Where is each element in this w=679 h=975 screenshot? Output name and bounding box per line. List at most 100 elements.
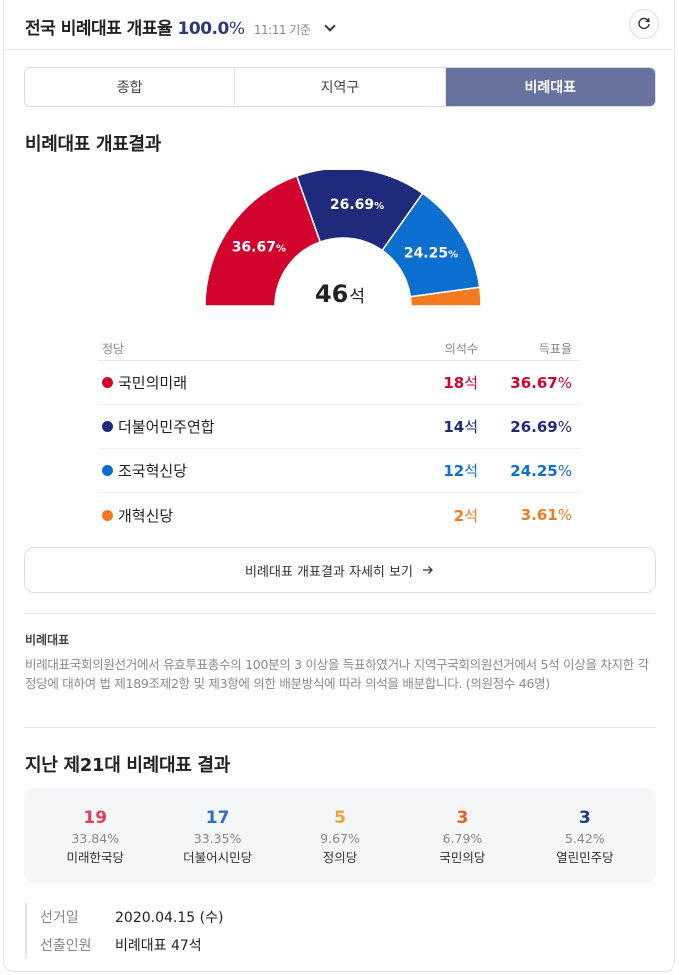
- vote-cell: 24.25%: [478, 462, 580, 480]
- past-party-name: 정의당: [322, 850, 358, 865]
- table-row: 개혁신당 2석 3.61%: [98, 493, 580, 537]
- election-date-label: 선거일: [40, 910, 79, 926]
- view-details-button[interactable]: 비례대표 개표결과 자세히 보기: [24, 547, 656, 593]
- party-color-dot: [102, 377, 113, 388]
- view-details-label: 비례대표 개표결과 자세히 보기: [245, 564, 413, 580]
- vote-cell: 3.61%: [478, 506, 580, 524]
- seat-cell: 2석: [398, 505, 478, 526]
- vote-rate: 26.69: [510, 417, 558, 436]
- past-result-title: 지난 제21대 비례대표 결과: [25, 755, 230, 776]
- seat-slice-1: [204, 175, 322, 307]
- total-seats-unit: 석: [349, 287, 366, 307]
- header-title[interactable]: 전국 비례대표 개표율 100.0% 11:11 기준: [25, 14, 336, 39]
- table-row: 조국혁신당 12석 24.25%: [98, 449, 580, 493]
- past-party-item: 3 5.42% 열린민주당: [524, 788, 646, 883]
- refresh-icon: [638, 17, 650, 30]
- seat-unit: 석: [464, 462, 478, 480]
- party-color-dot: [102, 421, 113, 432]
- vote-unit: %: [557, 373, 572, 392]
- vote-rate: 24.25: [510, 461, 558, 480]
- seat-cell: 18석: [398, 372, 478, 393]
- election-card: 전국 비례대표 개표율 100.0% 11:11 기준 종합 지역구 비례대표 …: [3, 0, 676, 972]
- past-party-item: 5 9.67% 정의당: [279, 788, 401, 883]
- party-color-dot: [102, 465, 113, 476]
- past-result-box: 19 33.84% 미래한국당 17 33.35% 더불어시민당 5 9.67% 정의당 3 6.7…: [24, 788, 656, 883]
- seat-cell: 14석: [398, 416, 478, 437]
- past-vote-rate: 6.79%: [442, 831, 483, 846]
- past-party-name: 더불어시민당: [183, 850, 253, 865]
- elected-count-label: 선출인원: [40, 938, 92, 954]
- party-name: 더불어민주연합: [118, 418, 215, 436]
- seat-count: 2: [453, 506, 465, 525]
- vote-unit: %: [557, 417, 572, 436]
- tab-district[interactable]: 지역구: [235, 68, 446, 106]
- update-time: 11:11 기준: [253, 23, 311, 37]
- past-party-item: 3 6.79% 국민의당: [401, 788, 523, 883]
- party-cell: 더불어민주연합: [98, 416, 398, 437]
- slice-label: 24.25%: [404, 245, 458, 261]
- chevron-down-icon[interactable]: [324, 20, 336, 32]
- party-color-dot: [102, 509, 113, 521]
- election-info: 선거일 2020.04.15 (수) 선출인원 비례대표 47석: [25, 903, 223, 959]
- elected-count-row: 선출인원 비례대표 47석: [40, 931, 223, 959]
- past-vote-rate: 33.35%: [193, 831, 242, 846]
- header-bar: 전국 비례대표 개표율 100.0% 11:11 기준: [4, 0, 676, 50]
- table-row: 더불어민주연합 14석 26.69%: [98, 405, 580, 449]
- seat-unit: 석: [464, 418, 478, 436]
- table-row: 국민의미래 18석 36.67%: [98, 361, 580, 405]
- seat-chart: 36.67% 26.69% 24.25%: [204, 170, 482, 307]
- note-title: 비례대표: [25, 633, 70, 647]
- past-seat-count: 3: [578, 808, 591, 828]
- header-party: 정당: [102, 341, 125, 356]
- elected-count-value: 비례대표 47석: [115, 938, 202, 954]
- count-rate-value: 100.0: [177, 19, 230, 39]
- seat-unit: 석: [464, 374, 478, 392]
- slice-label: 36.67%: [232, 240, 286, 256]
- arrow-right-icon: [422, 566, 433, 574]
- vote-unit: %: [557, 461, 572, 480]
- party-name: 국민의미래: [118, 374, 188, 392]
- header-votes: 득표율: [538, 341, 572, 356]
- past-vote-rate: 5.42%: [564, 831, 605, 846]
- past-seat-count: 17: [205, 808, 230, 828]
- header-title-text: 전국 비례대표 개표율: [25, 19, 173, 39]
- seat-count: 18: [443, 374, 465, 392]
- past-party-name: 미래한국당: [66, 850, 124, 865]
- past-party-name: 국민의당: [439, 850, 486, 865]
- table-header: 정당 의석수 득표율: [98, 336, 580, 361]
- party-cell: 조국혁신당: [98, 460, 398, 481]
- party-cell: 국민의미래: [98, 372, 398, 393]
- vote-cell: 26.69%: [478, 418, 580, 436]
- header-seats: 의석수: [444, 341, 478, 356]
- slice-label: 26.69%: [330, 197, 384, 213]
- tab-overall[interactable]: 종합: [25, 68, 236, 106]
- past-party-name: 열린민주당: [556, 850, 614, 865]
- result-section-title: 비례대표 개표결과: [25, 134, 162, 155]
- party-cell: 개혁신당: [98, 505, 398, 526]
- count-rate: 100.0%: [178, 19, 245, 39]
- refresh-button[interactable]: [629, 9, 659, 39]
- past-seat-count: 5: [334, 808, 346, 828]
- total-seats-value: 46: [314, 280, 349, 308]
- vote-cell: 36.67%: [478, 374, 580, 392]
- divider: [24, 727, 656, 728]
- vote-rate: 3.61: [520, 506, 558, 524]
- tab-proportional[interactable]: 비례대표: [445, 68, 655, 106]
- seat-count: 12: [443, 462, 465, 480]
- seat-cell: 12석: [398, 460, 478, 481]
- seat-count: 14: [443, 418, 465, 436]
- count-rate-unit: %: [228, 19, 245, 39]
- seat-unit: 석: [464, 506, 478, 525]
- past-vote-rate: 33.84%: [71, 831, 120, 846]
- election-date-row: 선거일 2020.04.15 (수): [40, 903, 223, 931]
- vote-unit: %: [557, 506, 572, 524]
- total-seats: 46석: [4, 280, 676, 308]
- election-date-value: 2020.04.15 (수): [115, 910, 224, 926]
- party-result-table: 정당 의석수 득표율 국민의미래 18석 36.67% 더불어민주연합 14석 26.69…: [98, 336, 580, 537]
- seat-slice-4: [409, 286, 482, 307]
- tab-bar: 종합 지역구 비례대표: [24, 67, 656, 107]
- past-seat-count: 3: [456, 808, 469, 828]
- past-seat-count: 19: [83, 808, 108, 828]
- note-body: 비례대표국회의원선거에서 유효투표총수의 100분의 3 이상을 득표하였거나 …: [25, 657, 649, 691]
- party-name: 개혁신당: [118, 506, 174, 525]
